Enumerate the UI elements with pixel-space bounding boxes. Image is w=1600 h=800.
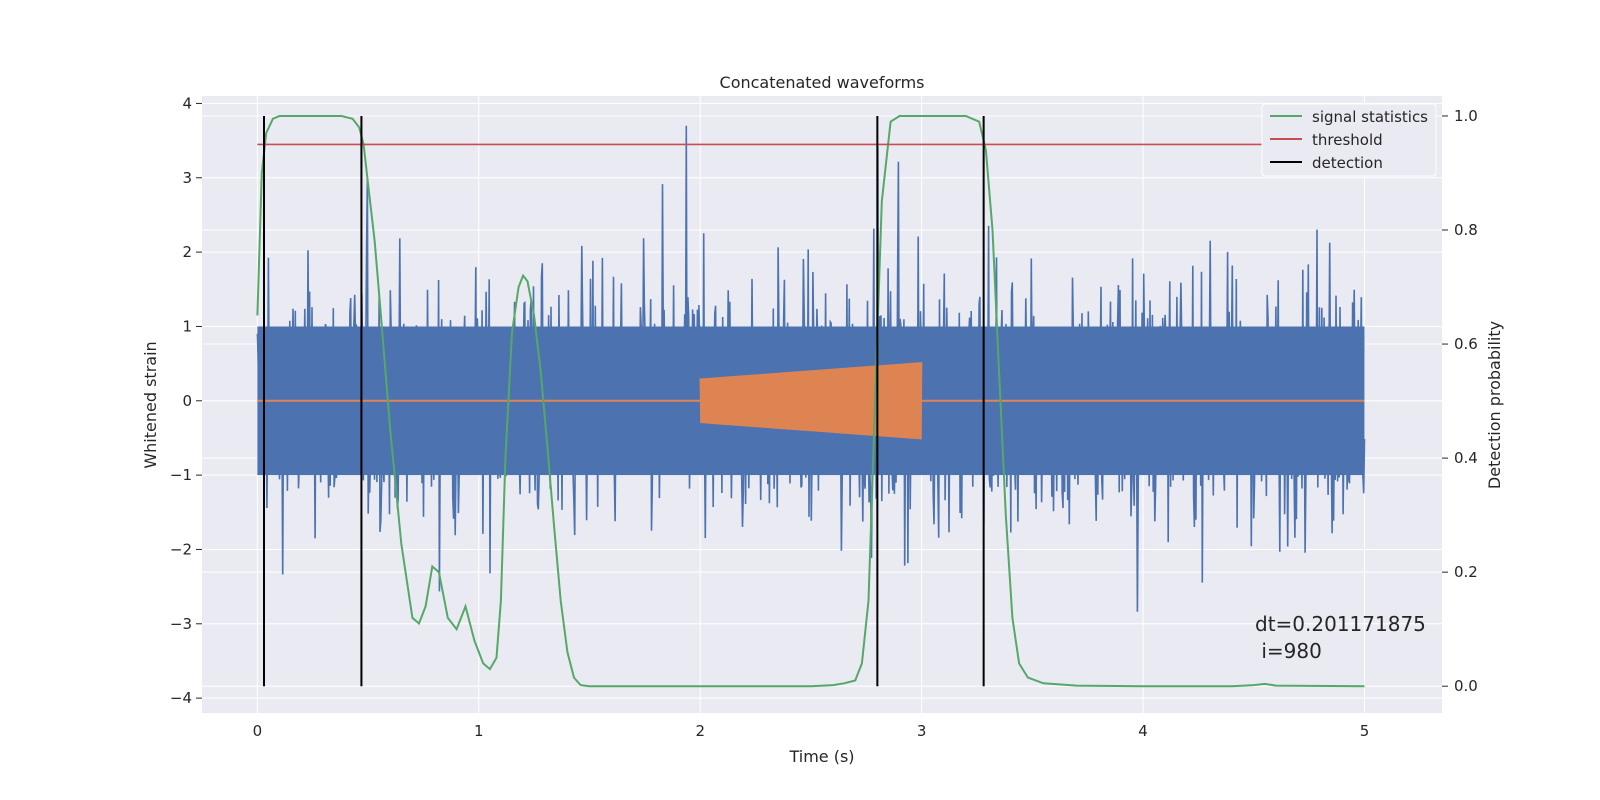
- injection-chirp: [699, 362, 923, 440]
- y-axis-label: Whitened strain: [141, 341, 160, 468]
- x-axis-label: Time (s): [788, 747, 854, 766]
- signal-statistics-line: [256, 115, 1365, 688]
- y2-tick-label: 0.8: [1454, 221, 1478, 239]
- x-tick-label: 1: [474, 722, 484, 740]
- x-tick-label: 3: [917, 722, 927, 740]
- plot-area: [256, 115, 1387, 688]
- y2-tick-label: 0.6: [1454, 335, 1478, 353]
- y2-tick-label: 0.2: [1454, 563, 1478, 581]
- y2-tick-label: 0.0: [1454, 677, 1478, 695]
- y-tick-label: −3: [170, 615, 192, 633]
- ticks: 0 1 2 3 4 5 −4 −3 −2 −1 0 1 2 3 4 0.0 0.2 0.4 0.6 0.8 1.0: [170, 94, 1478, 740]
- y-tick-label: −1: [170, 466, 192, 484]
- y-tick-label: 3: [182, 169, 192, 187]
- chart-title: Concatenated waveforms: [720, 73, 925, 92]
- y-tick-label: 1: [182, 317, 192, 335]
- x-tick-label: 4: [1138, 722, 1148, 740]
- y-tick-label: −4: [170, 689, 192, 707]
- y2-tick-label: 0.4: [1454, 449, 1478, 467]
- legend-label-threshold: threshold: [1312, 131, 1383, 149]
- x-tick-label: 2: [695, 722, 705, 740]
- x-tick-label: 5: [1360, 722, 1370, 740]
- y-tick-label: 4: [182, 94, 192, 112]
- y2-axis-label: Detection probability: [1485, 321, 1504, 489]
- y-tick-label: 2: [182, 243, 192, 261]
- annotation-dt: dt=0.201171875: [1255, 612, 1426, 636]
- y-tick-label: −2: [170, 540, 192, 558]
- y-tick-label: 0: [182, 392, 192, 410]
- legend-label-signal-statistics: signal statistics: [1312, 108, 1428, 126]
- y2-tick-label: 1.0: [1454, 107, 1478, 125]
- x-tick-label: 0: [253, 722, 263, 740]
- legend: signal statistics threshold detection: [1261, 103, 1437, 177]
- legend-label-detection: detection: [1312, 154, 1383, 172]
- annotation-i: i=980: [1255, 639, 1322, 663]
- legend-box: [1261, 103, 1437, 177]
